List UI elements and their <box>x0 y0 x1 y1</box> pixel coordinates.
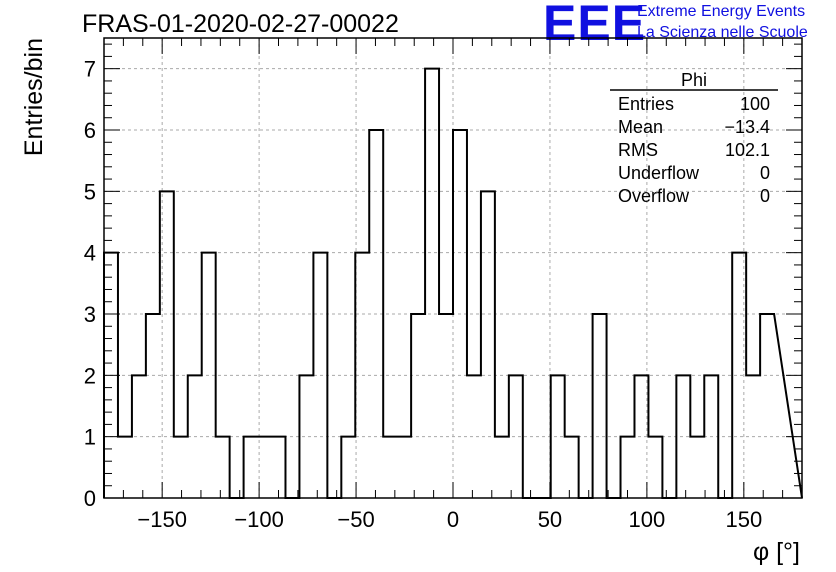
histogram-bar <box>216 437 230 498</box>
x-tick-label: −100 <box>234 507 284 532</box>
histogram-bar <box>411 314 425 498</box>
x-axis-label: φ [°] <box>753 538 800 566</box>
stats-row-value: −13.4 <box>724 117 770 137</box>
stats-box: Phi Entries 100 Mean −13.4 RMS 102.1 Underflow… <box>610 70 778 206</box>
logo-caption-line1: Extreme Energy Events <box>637 3 806 20</box>
tick-layer: −150 −100 −50 0 50 100 150 0 1 2 3 4 5 6 7 <box>84 38 802 532</box>
y-tick-label: 5 <box>84 179 96 204</box>
histogram-bar <box>244 437 258 498</box>
histogram-bar <box>439 314 453 498</box>
histogram-bar <box>760 314 774 498</box>
histogram-bar <box>690 437 704 498</box>
stats-row-value: 0 <box>760 186 770 206</box>
histogram-bar <box>481 191 495 498</box>
stats-box-title: Phi <box>681 70 707 90</box>
histogram-bar <box>299 375 313 498</box>
stats-row-value: 100 <box>740 94 770 114</box>
stats-row-label: Underflow <box>618 163 700 183</box>
histogram-bar <box>593 314 607 498</box>
x-tick-label: −150 <box>137 507 187 532</box>
y-tick-label: 7 <box>84 57 96 82</box>
histogram-bar <box>341 437 355 498</box>
stats-row-label: Mean <box>618 117 663 137</box>
histogram-bars <box>103 67 803 499</box>
x-tick-label: 100 <box>629 507 666 532</box>
histogram-bar <box>621 437 635 498</box>
histogram-bar <box>272 437 286 498</box>
x-tick-label: 50 <box>538 507 562 532</box>
histogram-bar <box>397 437 411 498</box>
x-tick-label: 150 <box>725 507 762 532</box>
histogram-bar <box>565 437 579 498</box>
y-tick-label: 2 <box>84 363 96 388</box>
histogram-bar <box>425 69 439 498</box>
y-axis-label: Entries/bin <box>20 38 48 156</box>
histogram-outline <box>103 67 803 499</box>
stats-row-label: RMS <box>618 140 658 160</box>
x-tick-label: 0 <box>447 507 459 532</box>
y-tick-label: 1 <box>84 425 96 450</box>
y-tick-label: 4 <box>84 241 96 266</box>
histogram-bar <box>648 437 662 498</box>
x-tick-label: −50 <box>337 507 374 532</box>
histogram-bar <box>118 437 132 498</box>
histogram-bar <box>146 314 160 498</box>
y-tick-label: 3 <box>84 302 96 327</box>
stats-row-label: Entries <box>618 94 674 114</box>
y-tick-label: 0 <box>84 486 96 511</box>
stats-row-value: 0 <box>760 163 770 183</box>
histogram-bar <box>174 437 188 498</box>
histogram-bar <box>383 437 397 498</box>
histogram-bar <box>258 437 272 498</box>
y-tick-label: 6 <box>84 118 96 143</box>
logo-caption-line2: La Scienza nelle Scuole <box>637 24 808 41</box>
histogram-bar <box>495 437 509 498</box>
eee-logo: EEE <box>543 0 647 51</box>
chart-title: FRAS-01-2020-02-27-00022 <box>82 10 399 38</box>
stats-row-label: Overflow <box>618 186 690 206</box>
stats-row-value: 102.1 <box>725 140 770 160</box>
